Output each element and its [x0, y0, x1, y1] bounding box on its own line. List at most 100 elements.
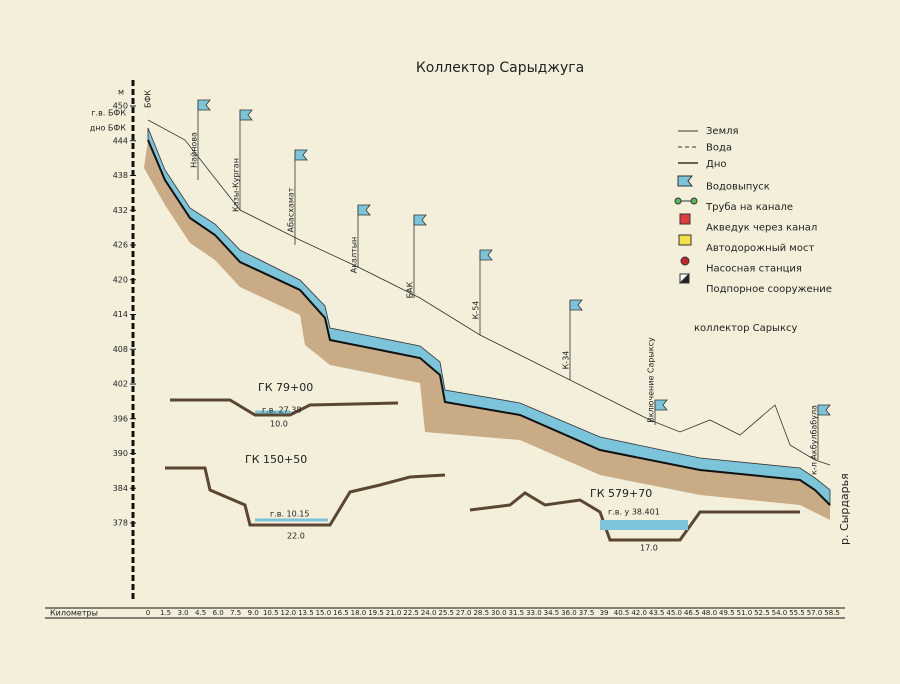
title: Коллектор Сарыджуга: [416, 60, 584, 76]
section-2: [165, 466, 446, 527]
y-tick-label: 402: [113, 380, 128, 389]
x-tick-label: 7.5: [230, 609, 241, 617]
x-tick-label: 19.5: [368, 609, 384, 617]
structure-label: Акалтын: [350, 237, 359, 274]
section-level: г.в. 27.38: [262, 406, 301, 415]
x-tick-label: 45.0: [666, 609, 682, 617]
structure-icon: [479, 249, 493, 261]
soil: [144, 140, 830, 520]
x-tick-label: 22.5: [403, 609, 419, 617]
x-tick-label: 46.5: [684, 609, 700, 617]
ground-line: [147, 119, 831, 466]
x-tick-label: 21.0: [386, 609, 402, 617]
x-tick-label: 57.0: [807, 609, 823, 617]
structure-label: К-34: [562, 351, 571, 370]
legend-label: Дно: [706, 159, 726, 170]
x-tick-label: 52.5: [754, 609, 770, 617]
structure-label: Абасхамат: [287, 187, 296, 232]
y-tick-label: 420: [113, 275, 128, 284]
x-tick-label: 12.0: [281, 609, 297, 617]
section-width: 22.0: [287, 532, 305, 541]
section-title: ГК 79+00: [258, 381, 313, 394]
structure-icon: [357, 204, 371, 216]
x-tick-label: 28.5: [473, 609, 489, 617]
structure-label: Включение Сарыксу: [647, 337, 656, 423]
x-tick-label: 24.0: [421, 609, 437, 617]
x-tick-label: 1.5: [160, 609, 171, 617]
x-tick-label: 16.5: [333, 609, 349, 617]
bottom-line: [147, 139, 831, 506]
structure-label: БАК: [406, 281, 415, 298]
x-tick-label: 9.0: [248, 609, 259, 617]
legend-icons: [674, 130, 698, 284]
structure-icon: [239, 109, 253, 121]
x-tick-label: 10.5: [263, 609, 279, 617]
section-1: [170, 398, 399, 417]
y-tick-label: 438: [113, 171, 128, 180]
x-tick-label: 48.0: [701, 609, 717, 617]
x-tick-label: 39: [600, 609, 609, 617]
x-tick-label: 55.5: [789, 609, 805, 617]
x-tick-label: 13.5: [298, 609, 314, 617]
legend-label: Автодорожный мост: [706, 243, 814, 254]
x-tick-label: 18.0: [351, 609, 367, 617]
y-tick-label: 384: [113, 484, 128, 493]
y-tick-label: 408: [113, 345, 128, 354]
y-tick-label: 426: [113, 241, 128, 250]
legend-label: Земля: [706, 126, 739, 137]
y-tick-label: 390: [113, 449, 128, 458]
river-label: р. Сырдарья: [838, 473, 851, 545]
section-width: 10.0: [270, 420, 288, 429]
x-tick-label: 34.5: [544, 609, 560, 617]
structure-icon: [817, 404, 831, 416]
legend-label: Водовыпуск: [706, 182, 770, 193]
y-tick-label: 450: [113, 102, 128, 111]
x-tick-label: 6.0: [213, 609, 224, 617]
left-label: дно БФК: [90, 124, 127, 133]
x-tick-label: 51.0: [737, 609, 753, 617]
x-tick-label: 42.0: [631, 609, 647, 617]
x-tick-label: 25.5: [438, 609, 454, 617]
y-unit: м: [118, 88, 124, 97]
section-level: г.в. 10.15: [270, 510, 309, 519]
left-label: г.в. БФК: [91, 109, 126, 118]
structure-label: Найнова: [190, 132, 199, 168]
section-title: ГК 579+70: [590, 487, 652, 500]
section-level: г.в. у 38.401: [608, 508, 660, 517]
left-label: БФК: [144, 90, 153, 108]
tributary-label: коллектор Сарыксу: [694, 323, 797, 334]
x-axis-title: Километры: [50, 609, 98, 618]
x-tick-label: 36.0: [561, 609, 577, 617]
legend-label: Труба на канале: [705, 202, 793, 213]
x-tick-label: 0: [146, 609, 150, 617]
section-width: 17.0: [640, 544, 658, 553]
x-tick-label: 30.0: [491, 609, 507, 617]
x-tick-label: 40.5: [614, 609, 630, 617]
y-tick-label: 396: [113, 414, 128, 423]
structure-label: К-54: [472, 301, 481, 320]
y-tick-label: 414: [113, 310, 128, 319]
structure-icon: [654, 399, 668, 411]
x-tick-label: 3.0: [178, 609, 189, 617]
x-tick-label: 54.0: [772, 609, 788, 617]
y-tick-label: 378: [113, 519, 128, 528]
structure-label: Казы-Курган: [232, 158, 241, 212]
x-tick-label: 15.0: [316, 609, 332, 617]
x-tick-label: 31.5: [509, 609, 525, 617]
legend-label: Насосная станция: [706, 264, 802, 275]
structure-icon: [569, 299, 583, 311]
x-tick-label: 27.0: [456, 609, 472, 617]
y-tick-label: 444: [113, 136, 128, 145]
structure-icon: [197, 99, 211, 111]
structure-poles: [197, 99, 831, 460]
structure-icon: [413, 214, 427, 226]
structure-icon: [294, 149, 308, 161]
x-tick-label: 33.0: [526, 609, 542, 617]
x-tick-label: 4.5: [195, 609, 206, 617]
legend-label: Акведук через канал: [706, 223, 817, 234]
section-title: ГК 150+50: [245, 453, 307, 466]
legend-label: Вода: [706, 143, 732, 154]
x-tick-label: 58.5: [824, 609, 840, 617]
